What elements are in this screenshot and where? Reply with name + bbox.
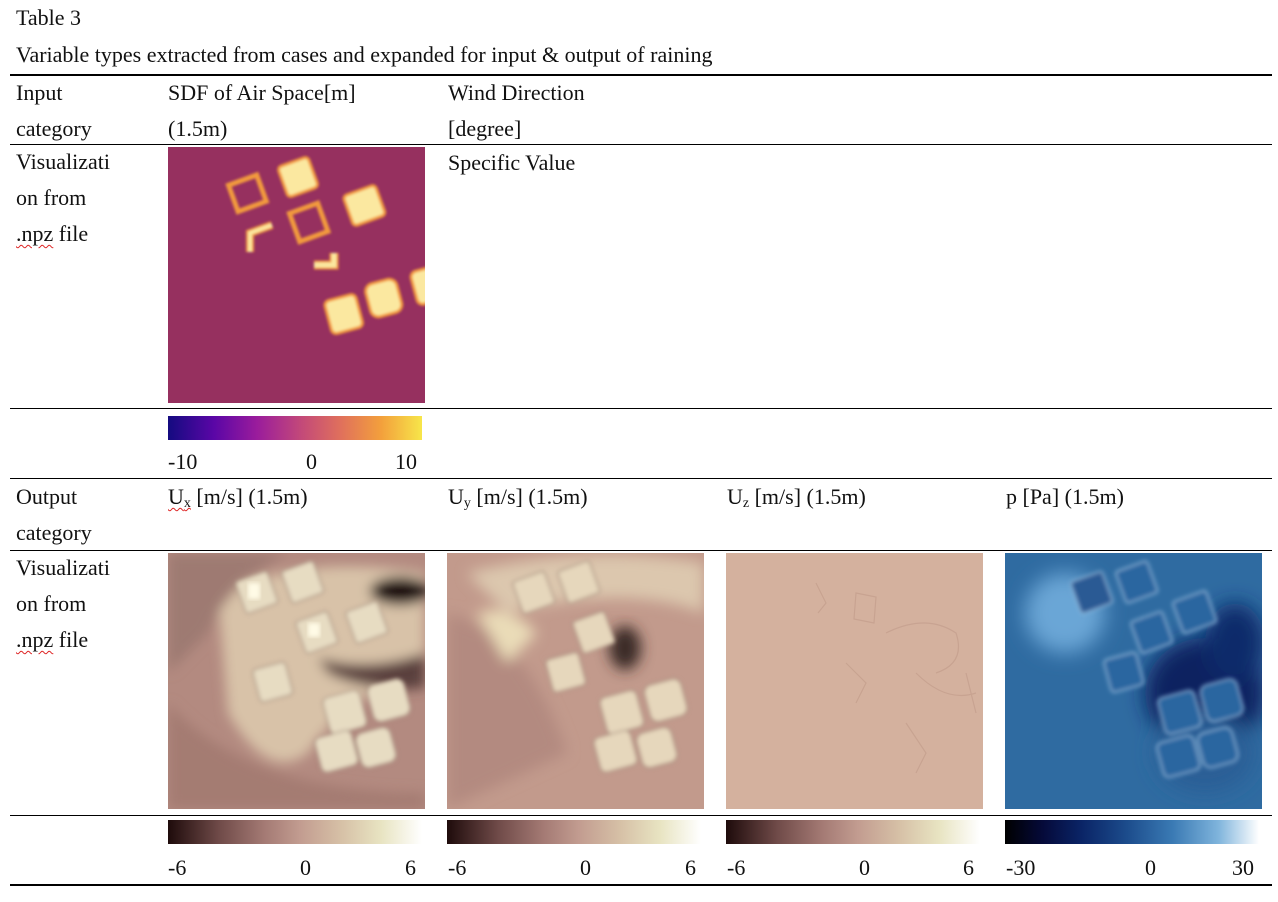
wind-direction-header: Wind Direction [degree] — [448, 80, 585, 141]
input-visualization-label: Visualizati on from .npz file — [16, 149, 110, 246]
table-title: Variable types extracted from cases and … — [16, 42, 713, 67]
sdf-header: SDF of Air Space[m] (1.5m) — [168, 80, 356, 141]
ux-colorbar — [168, 820, 422, 844]
colorbar-tick: 30 — [1232, 855, 1254, 880]
colorbar-tick: 0 — [580, 855, 591, 880]
colorbar-tick: 0 — [300, 855, 311, 880]
colorbar-tick: -6 — [727, 855, 746, 880]
ux-header: Ux [m/s] (1.5m) — [168, 484, 308, 511]
colorbar-tick: -30 — [1006, 855, 1036, 880]
sdf-field-image — [168, 147, 425, 403]
sdf-colorbar — [168, 416, 422, 440]
pressure-colorbar — [1005, 820, 1259, 844]
colorbar-tick: -10 — [168, 449, 198, 474]
specific-value-label: Specific Value — [448, 150, 576, 175]
uz-header: Uz [m/s] (1.5m) — [727, 484, 866, 511]
colorbar-tick: -6 — [448, 855, 467, 880]
colorbar-tick: 10 — [395, 449, 417, 474]
top-rule — [10, 74, 1272, 76]
colorbar-tick: 0 — [306, 449, 317, 474]
row-divider — [10, 408, 1272, 409]
uy-colorbar — [447, 820, 701, 844]
input-category-label: Input category — [16, 80, 92, 141]
colorbar-tick: 0 — [859, 855, 870, 880]
colorbar-tick: 6 — [963, 855, 974, 880]
uz-colorbar — [726, 820, 980, 844]
output-category-label: Output category — [16, 484, 92, 545]
uy-header: Uy [m/s] (1.5m) — [448, 484, 588, 511]
uy-field-image — [447, 553, 704, 809]
colorbar-tick: -6 — [168, 855, 187, 880]
output-visualization-label: Visualizati on from .npz file — [16, 555, 110, 652]
row-divider — [10, 815, 1272, 816]
colorbar-tick: 6 — [405, 855, 416, 880]
colorbar-tick: 6 — [685, 855, 696, 880]
table-label: Table 3 — [16, 5, 82, 30]
uz-field-image — [726, 553, 983, 809]
row-divider — [10, 478, 1272, 479]
row-divider — [10, 550, 1272, 551]
colorbar-tick: 0 — [1145, 855, 1156, 880]
row-divider — [10, 144, 1272, 145]
ux-field-image — [168, 553, 425, 809]
bottom-rule — [10, 884, 1272, 886]
pressure-field-image — [1005, 553, 1262, 809]
pressure-header: p [Pa] (1.5m) — [1006, 484, 1124, 509]
